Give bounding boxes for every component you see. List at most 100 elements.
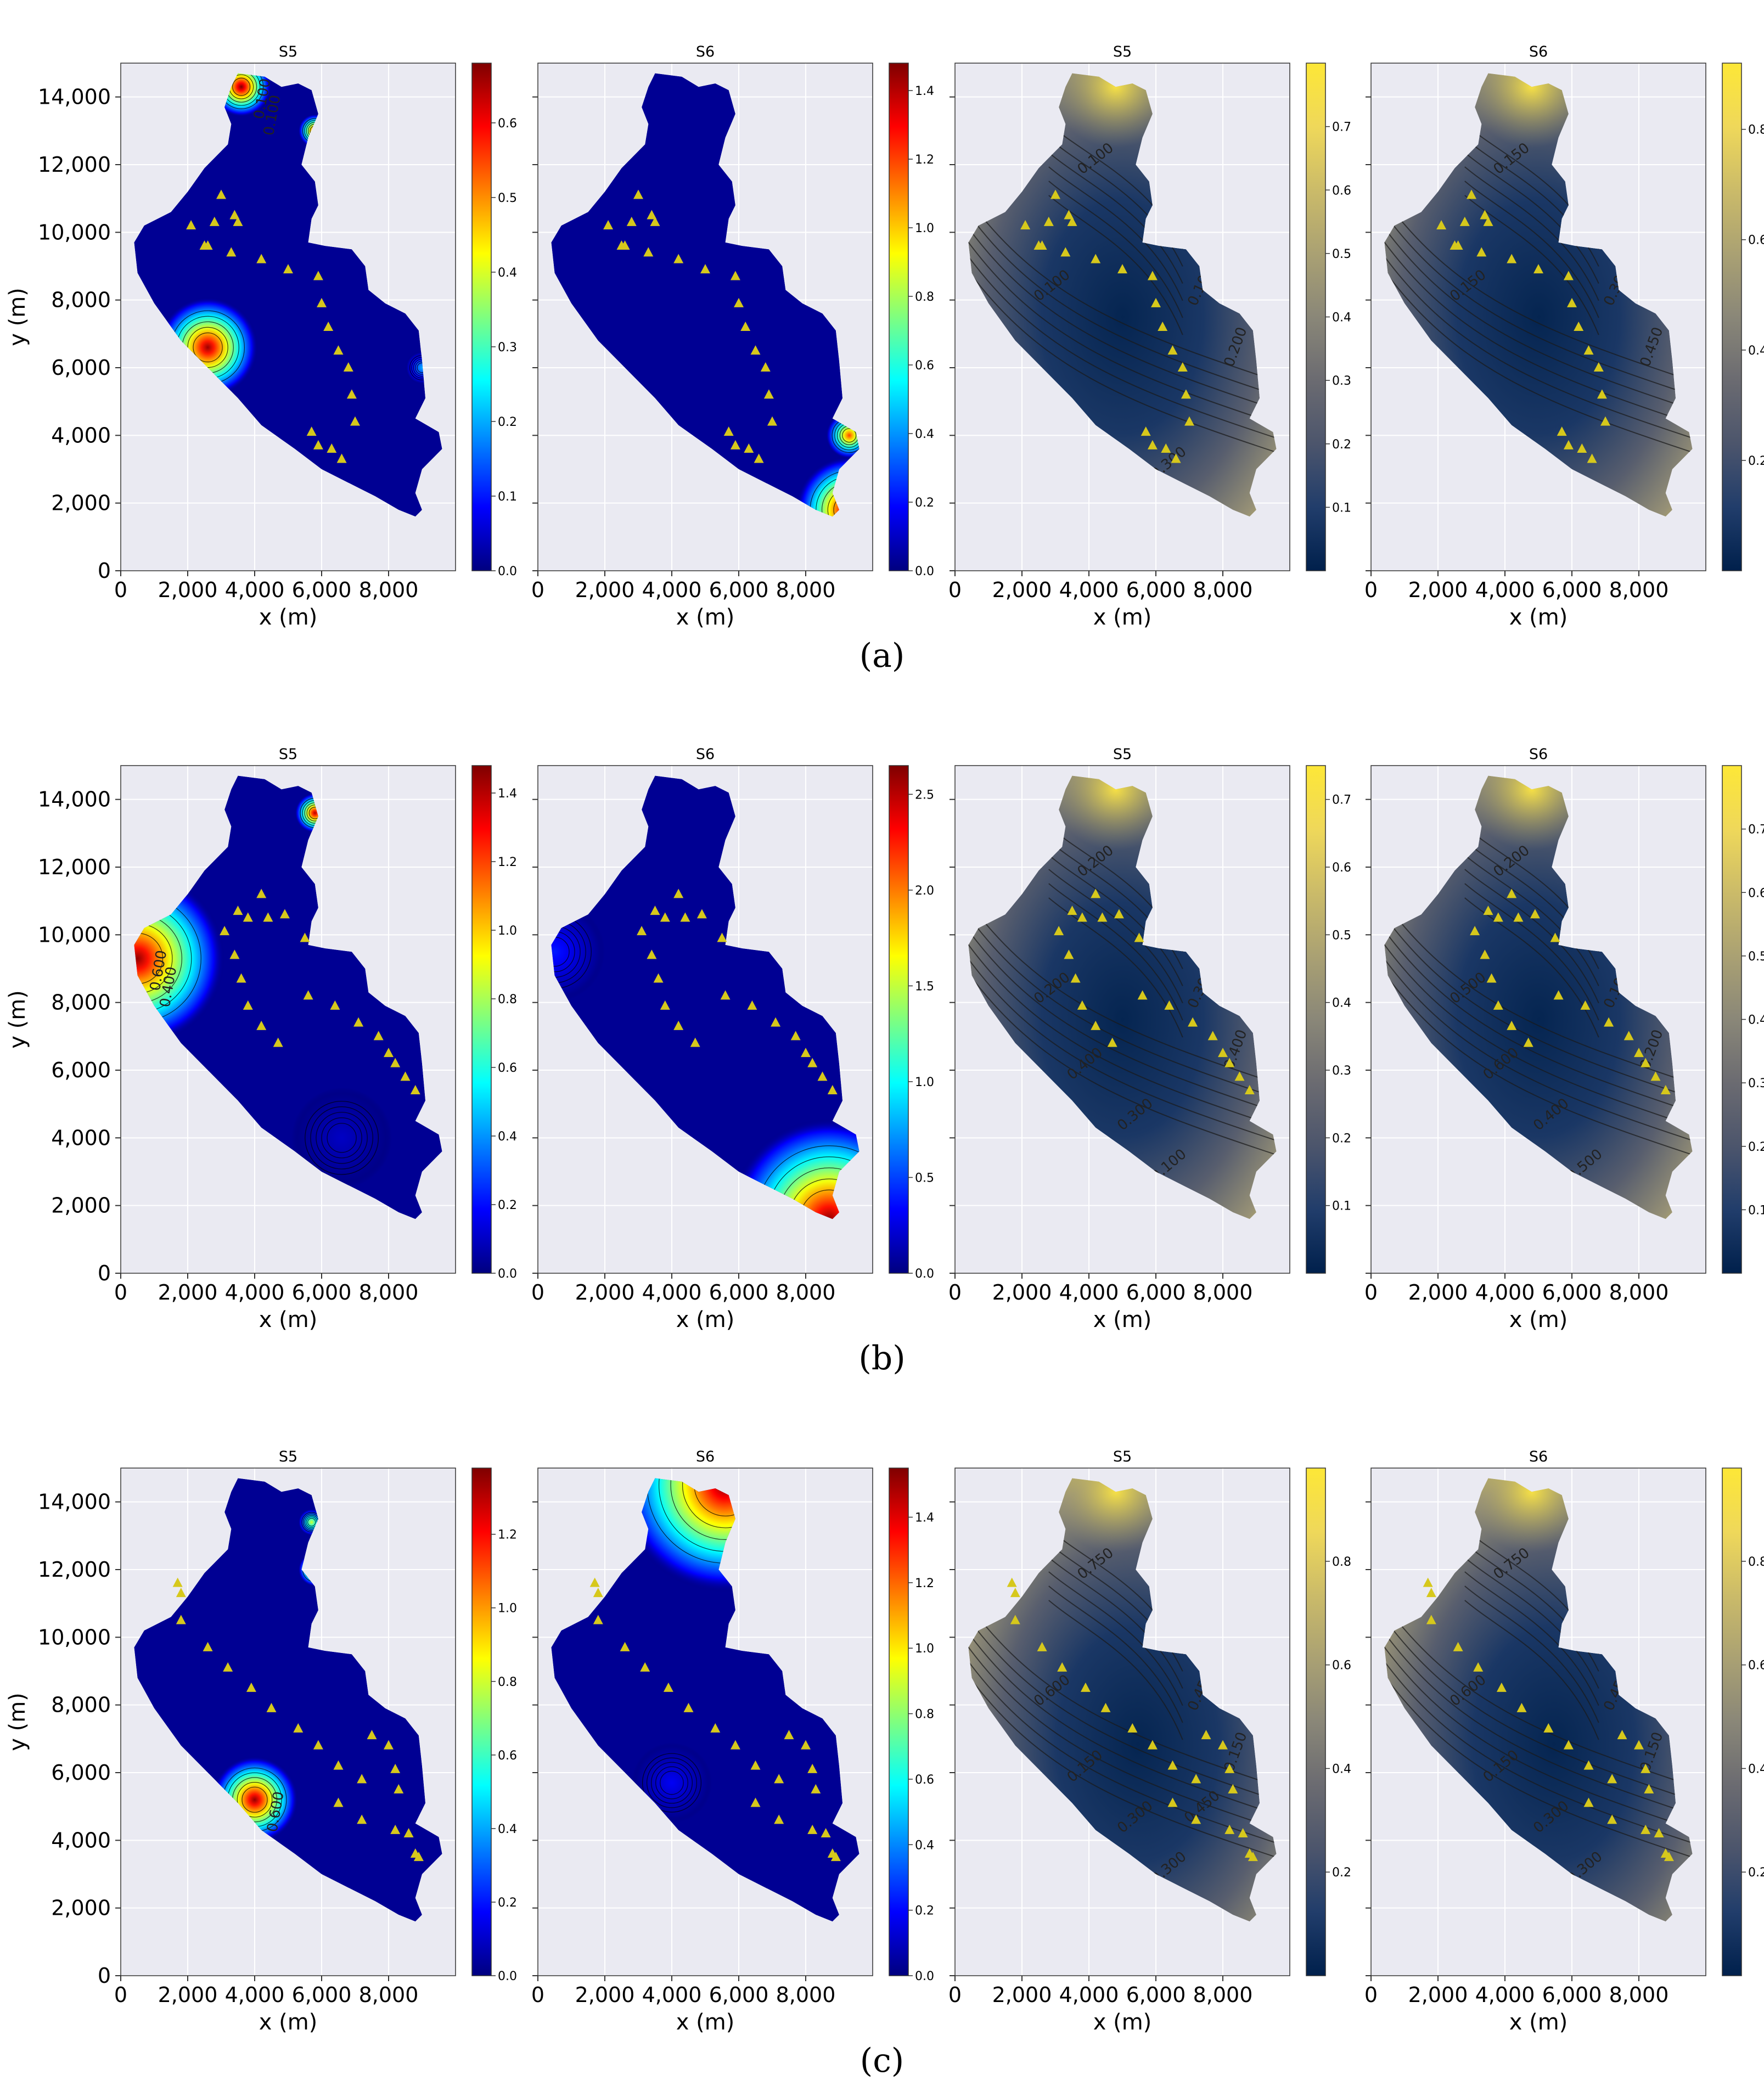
x-tick-label: 6,000 <box>1126 578 1186 602</box>
station-marker <box>830 1852 841 1862</box>
colorbar-tick-label: 0.6 <box>498 1749 517 1763</box>
station-marker <box>266 1702 277 1712</box>
y-tick-label: 10,000 <box>38 923 111 947</box>
station-marker <box>660 1000 670 1010</box>
station-marker <box>593 1615 603 1624</box>
station-marker <box>303 990 313 1000</box>
panel-title: S6 <box>1529 746 1548 763</box>
station-marker <box>1054 926 1064 936</box>
station-marker <box>807 1763 818 1773</box>
caption-b: (b) <box>858 1339 906 1377</box>
station-marker <box>220 926 230 936</box>
x-axis-label: x (m) <box>1509 2010 1568 2035</box>
contour-line <box>968 1642 1277 1830</box>
station-marker <box>1557 426 1567 436</box>
station-marker <box>740 322 751 331</box>
station-marker <box>1543 1723 1554 1733</box>
x-tick-label: 0 <box>531 578 544 602</box>
x-tick-label: 4,000 <box>1059 1983 1119 2007</box>
station-marker <box>333 345 344 355</box>
contour-line <box>968 1599 1277 1787</box>
station-marker <box>730 440 740 449</box>
station-marker <box>1641 1824 1651 1834</box>
colorbar-tick-label: 0.6 <box>1748 234 1764 248</box>
colorbar-tick-label: 0.4 <box>915 428 934 441</box>
colorbar-tick-label: 0.2 <box>1332 1866 1351 1880</box>
station-marker <box>1097 912 1108 922</box>
x-tick-label: 2,000 <box>158 1983 218 2007</box>
contour-line <box>766 1156 859 1219</box>
x-axis-label: x (m) <box>1093 1307 1152 1332</box>
station-marker <box>1037 240 1047 250</box>
station-marker <box>1516 1702 1527 1712</box>
station-marker <box>673 889 684 898</box>
station-marker <box>1660 1085 1671 1094</box>
station-marker <box>750 345 761 355</box>
station-marker <box>1607 1814 1617 1824</box>
station-marker <box>1597 389 1607 399</box>
contour-line <box>1048 166 1183 301</box>
contour-line <box>1464 195 1599 335</box>
x-tick-label: 0 <box>114 1983 127 2007</box>
y-tick-label: 0 <box>98 1964 111 1988</box>
station-marker <box>1077 1000 1087 1010</box>
colorbar-tick-label: 0.6 <box>915 359 934 373</box>
contour-line <box>1384 266 1693 453</box>
contour-line <box>968 968 1277 1156</box>
plot-frame <box>537 63 873 571</box>
station-marker <box>357 1774 367 1784</box>
colorbar-tick-label: 0.2 <box>498 415 517 429</box>
plot-frame <box>537 1467 873 1976</box>
colorbar-tick-label: 1.4 <box>498 787 517 801</box>
colorbar-tick-label: 2.5 <box>915 788 934 802</box>
colorbar-tick-label: 1.0 <box>915 222 934 235</box>
station-marker <box>323 322 334 331</box>
caption-a: (a) <box>859 637 905 675</box>
y-axis-label: y (m) <box>5 1693 30 1751</box>
x-tick-label: 0 <box>1364 1280 1378 1305</box>
station-marker <box>1496 1682 1507 1692</box>
colorbar-tick-label: 0.2 <box>1748 1866 1764 1880</box>
colorbar-tick-label: 0.5 <box>1332 929 1351 942</box>
y-tick-label: 14,000 <box>38 1490 111 1514</box>
contour-line <box>1464 1585 1599 1723</box>
x-tick-label: 4,000 <box>1475 1983 1535 2007</box>
y-tick-label: 8,000 <box>51 288 111 312</box>
station-marker <box>1100 1702 1111 1712</box>
field-base <box>1384 1478 1693 1922</box>
contour-line <box>1384 925 1693 1113</box>
x-axis-label: x (m) <box>676 2010 735 2035</box>
contour-line <box>1464 1557 1599 1689</box>
contour-line <box>1384 1628 1693 1815</box>
station-marker <box>750 1797 761 1807</box>
station-marker <box>747 1000 757 1010</box>
station-marker <box>186 220 196 229</box>
station-marker <box>730 1740 740 1750</box>
contour-line <box>968 925 1277 1113</box>
x-tick-label: 2,000 <box>992 578 1052 602</box>
station-marker <box>1188 1017 1198 1027</box>
panel-title: S5 <box>1113 1448 1132 1465</box>
contour-line <box>968 897 1277 1084</box>
station-marker <box>643 247 654 257</box>
x-tick-label: 0 <box>531 1280 544 1305</box>
station-marker <box>1064 949 1074 959</box>
panel-title: S6 <box>696 746 715 763</box>
x-tick-label: 2,000 <box>158 578 218 602</box>
contour-line <box>1048 1557 1183 1689</box>
station-marker <box>1167 345 1178 355</box>
station-marker <box>1600 416 1610 426</box>
colorbar-tick-label: 0.2 <box>1332 1132 1351 1145</box>
colorbar <box>471 765 492 1274</box>
station-marker <box>223 1662 233 1672</box>
contour-line <box>1048 883 1183 1021</box>
station-marker <box>243 912 253 922</box>
colorbar-tick-label: 0.2 <box>1332 438 1351 452</box>
station-marker <box>744 443 754 453</box>
station-marker <box>1107 1037 1117 1047</box>
x-axis-label: x (m) <box>676 1307 735 1332</box>
station-marker <box>256 889 267 898</box>
